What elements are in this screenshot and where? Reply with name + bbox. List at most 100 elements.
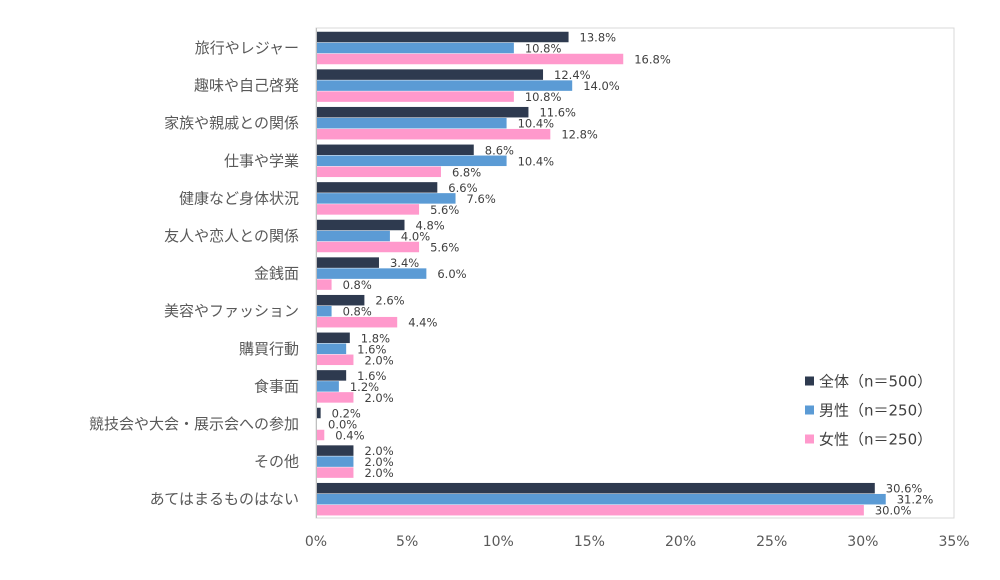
data-label: 6.0% xyxy=(437,267,466,281)
category-label: 仕事や学業 xyxy=(224,152,299,170)
data-label: 10.8% xyxy=(525,42,562,56)
data-label: 30.6% xyxy=(886,482,923,496)
data-label: 6.8% xyxy=(452,165,481,179)
data-label: 0.0% xyxy=(328,418,357,432)
data-label: 4.0% xyxy=(401,230,430,244)
bar xyxy=(317,241,420,253)
data-label: 4.4% xyxy=(408,316,437,330)
bar xyxy=(317,155,507,167)
x-tick-label: 15% xyxy=(574,534,605,550)
category-label: 家族や親戚との関係 xyxy=(164,114,299,132)
bar xyxy=(317,305,332,317)
category-label: 趣味や自己啓発 xyxy=(194,77,299,95)
x-tick-label: 5% xyxy=(396,534,418,550)
category-label: あてはまるものはない xyxy=(150,490,299,508)
data-label: 2.0% xyxy=(364,466,393,480)
legend-label: 全体（n＝500） xyxy=(819,373,932,391)
bar xyxy=(317,370,347,381)
bar xyxy=(317,182,438,193)
data-label: 10.4% xyxy=(518,154,555,168)
bar xyxy=(317,456,354,467)
data-label: 0.8% xyxy=(343,305,372,319)
bar xyxy=(317,53,624,65)
data-label: 1.2% xyxy=(350,380,379,394)
x-tick-label: 10% xyxy=(483,534,514,550)
bar xyxy=(317,144,474,156)
bar xyxy=(317,128,551,140)
bar xyxy=(317,268,427,279)
category-label: 健康など身体状況 xyxy=(179,189,299,207)
category-label: 食事面 xyxy=(254,377,299,395)
bar xyxy=(317,193,456,204)
bar xyxy=(317,69,544,80)
data-label: 14.0% xyxy=(583,79,620,93)
data-label: 6.6% xyxy=(448,181,477,195)
bar xyxy=(317,332,350,344)
legend-swatch xyxy=(805,376,814,386)
bar xyxy=(317,467,354,478)
bar xyxy=(317,91,514,102)
data-label: 12.8% xyxy=(561,128,598,142)
data-label: 8.6% xyxy=(485,143,514,157)
category-label: 購買行動 xyxy=(239,340,299,358)
category-label: 旅行やレジャー xyxy=(195,39,299,57)
data-label: 5.6% xyxy=(430,241,459,255)
bar xyxy=(317,407,321,419)
category-label: 競技会や大会・展示会への参加 xyxy=(89,415,299,433)
bar xyxy=(317,166,441,178)
data-label: 16.8% xyxy=(634,53,671,67)
x-tick-label: 20% xyxy=(665,534,696,550)
data-label: 1.6% xyxy=(357,369,386,383)
data-label: 13.8% xyxy=(580,31,617,45)
bar xyxy=(317,316,398,328)
bar xyxy=(317,106,529,118)
x-tick-label: 25% xyxy=(756,534,787,550)
bar xyxy=(317,493,886,505)
data-label: 7.6% xyxy=(467,192,496,206)
x-tick-label: 35% xyxy=(938,534,969,550)
bar xyxy=(317,117,507,129)
bar xyxy=(317,504,864,516)
bar xyxy=(317,429,325,441)
data-label: 1.6% xyxy=(357,342,386,356)
bar xyxy=(317,445,354,456)
bar xyxy=(317,80,573,91)
bar xyxy=(317,482,875,494)
legend-label: 女性（n＝250） xyxy=(819,431,932,449)
data-label: 30.0% xyxy=(875,504,912,518)
data-label: 10.4% xyxy=(518,117,555,131)
data-label: 2.0% xyxy=(364,444,393,458)
bar xyxy=(317,354,354,366)
data-label: 2.0% xyxy=(364,455,393,469)
category-label: その他 xyxy=(254,453,299,471)
bar xyxy=(317,219,405,231)
category-label: 金銭面 xyxy=(254,265,299,283)
data-label: 2.0% xyxy=(364,353,393,367)
bar xyxy=(317,279,332,290)
data-label: 2.0% xyxy=(364,391,393,405)
legend-swatch xyxy=(805,434,814,444)
bar xyxy=(317,230,390,242)
bar xyxy=(317,31,569,43)
data-label: 0.2% xyxy=(332,407,361,421)
bar xyxy=(317,381,339,392)
data-label: 12.4% xyxy=(554,68,591,82)
data-label: 1.8% xyxy=(361,331,390,345)
bar xyxy=(317,343,347,355)
bar xyxy=(317,42,514,54)
data-label: 4.8% xyxy=(415,219,444,233)
bar xyxy=(317,204,420,215)
legend-label: 男性（n＝250） xyxy=(819,402,932,420)
data-label: 3.4% xyxy=(390,256,419,270)
category-label: 友人や恋人との関係 xyxy=(164,227,299,245)
data-label: 2.6% xyxy=(375,294,404,308)
data-label: 10.8% xyxy=(525,90,562,104)
data-label: 11.6% xyxy=(539,106,576,120)
data-label: 5.6% xyxy=(430,203,459,217)
x-tick-label: 30% xyxy=(847,534,878,550)
data-label: 31.2% xyxy=(897,493,934,507)
category-label: 美容やファッション xyxy=(164,302,299,320)
data-label: 0.4% xyxy=(335,429,364,443)
data-label: 0.8% xyxy=(343,278,372,292)
